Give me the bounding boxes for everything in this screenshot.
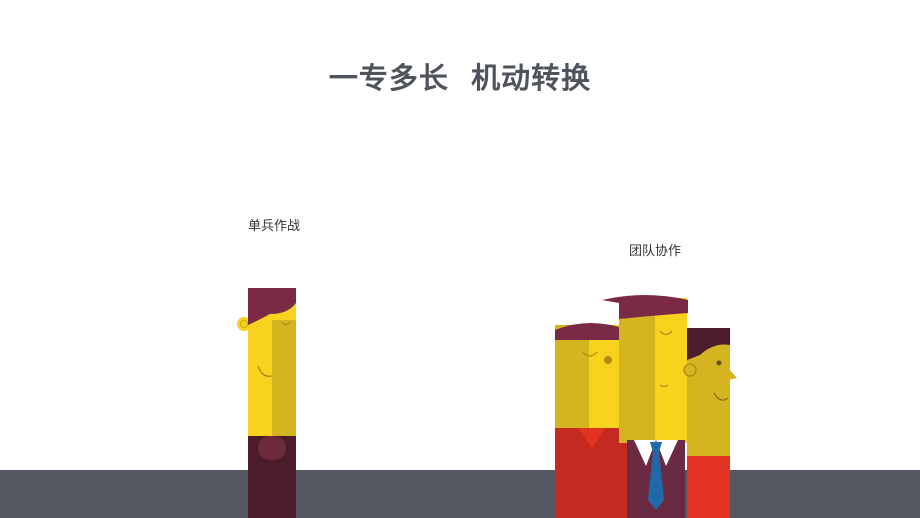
label-team: 团队协作 [629,244,682,259]
floor-strip [0,470,920,518]
person-solo-icon [237,288,296,518]
person-team-right-icon [683,328,737,518]
person-team-left-icon [555,323,637,518]
person-team-middle-icon [602,295,688,518]
label-solo: 单兵作战 [248,219,301,234]
slide-title: 一专多长 机动转换 [328,61,592,95]
